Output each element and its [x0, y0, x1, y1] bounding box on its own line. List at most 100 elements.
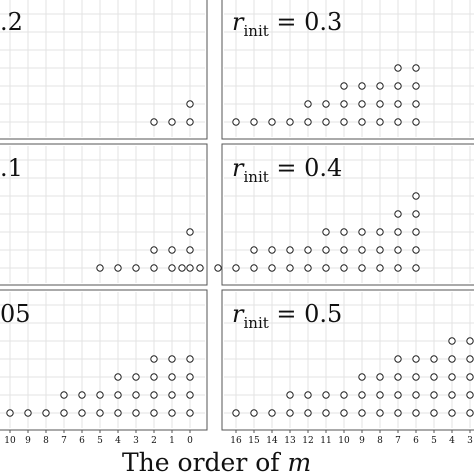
data-point [286, 264, 294, 272]
data-point [178, 264, 186, 272]
panel-frame [0, 0, 208, 140]
panel-title: rinit = 0.4 [232, 154, 342, 186]
x-tick-label: 7 [61, 436, 67, 446]
data-point [78, 391, 86, 399]
data-point [6, 409, 14, 417]
panel-title: .1 [0, 154, 23, 182]
grid [0, 146, 205, 283]
panel-frame [221, 289, 474, 431]
x-tick-label: 6 [413, 436, 419, 446]
data-point [430, 391, 438, 399]
data-point [150, 246, 158, 254]
data-point [394, 373, 402, 381]
x-tick-label: 2 [151, 436, 157, 446]
data-point [168, 118, 176, 126]
data-point [304, 391, 312, 399]
data-point [394, 228, 402, 236]
title-value: = 0.5 [269, 300, 343, 328]
data-point [358, 373, 366, 381]
x-tick-label: 3 [467, 436, 473, 446]
data-point [376, 373, 384, 381]
x-tick-label: 10 [338, 436, 350, 446]
panel-5: 0511109876543210 [0, 289, 208, 446]
x-tick-label: 15 [248, 436, 260, 446]
data-point [358, 100, 366, 108]
data-point [448, 373, 456, 381]
data-point [186, 118, 194, 126]
data-point [340, 246, 348, 254]
grid [0, 0, 205, 137]
data-point [448, 355, 456, 363]
data-point [114, 373, 122, 381]
data-point [376, 82, 384, 90]
data-point [376, 246, 384, 254]
data-point [412, 210, 420, 218]
data-point [168, 391, 176, 399]
data-point [358, 118, 366, 126]
data-point [448, 337, 456, 345]
data-point [358, 246, 366, 254]
data-point [322, 391, 330, 399]
panel-title: rinit = 0.5 [232, 300, 342, 332]
data-point [322, 228, 330, 236]
data-point [286, 246, 294, 254]
data-point [268, 246, 276, 254]
data-point [466, 355, 474, 363]
x-tick-label: 1 [169, 436, 175, 446]
x-tick-label: 5 [431, 436, 437, 446]
data-point [78, 409, 86, 417]
data-point [358, 409, 366, 417]
data-point [214, 264, 222, 272]
title-value: .2 [0, 8, 23, 36]
data-point [60, 409, 68, 417]
data-point [168, 355, 176, 363]
data-point [304, 409, 312, 417]
x-tick-label: 16 [230, 436, 242, 446]
data-point [340, 228, 348, 236]
title-value: 05 [0, 300, 31, 328]
panel-2: rinit = 0.3 [221, 0, 474, 140]
data-point [186, 355, 194, 363]
data-point [394, 64, 402, 72]
data-point [196, 264, 204, 272]
title-value: .1 [0, 154, 23, 182]
x-tick-label: 6 [79, 436, 85, 446]
data-point [150, 118, 158, 126]
data-point [60, 391, 68, 399]
data-point [322, 100, 330, 108]
panel-frame [0, 289, 208, 431]
data-point [322, 409, 330, 417]
data-point [340, 100, 348, 108]
data-point [412, 409, 420, 417]
data-point [376, 118, 384, 126]
data-point [322, 264, 330, 272]
x-tick-label: 3 [133, 436, 139, 446]
title-subscript: init [243, 168, 268, 186]
data-point [150, 409, 158, 417]
x-tick-label: 14 [266, 436, 278, 446]
data-point [250, 118, 258, 126]
x-tick-label: 8 [43, 436, 49, 446]
title-symbol: r [232, 8, 245, 36]
data-point [394, 100, 402, 108]
data-point [286, 409, 294, 417]
data-point [168, 409, 176, 417]
data-point [132, 391, 140, 399]
data-point [412, 246, 420, 254]
panel-4: rinit = 0.4 [178, 143, 474, 286]
data-point [322, 118, 330, 126]
title-value: = 0.4 [269, 154, 343, 182]
data-point [412, 64, 420, 72]
data-point [412, 118, 420, 126]
data-point [168, 246, 176, 254]
data-point [358, 391, 366, 399]
data-point [96, 409, 104, 417]
data-point [304, 264, 312, 272]
data-point [186, 373, 194, 381]
data-point [168, 373, 176, 381]
data-point [340, 264, 348, 272]
x-tick-label: 0 [187, 436, 193, 446]
data-point [150, 264, 158, 272]
data-point [340, 118, 348, 126]
